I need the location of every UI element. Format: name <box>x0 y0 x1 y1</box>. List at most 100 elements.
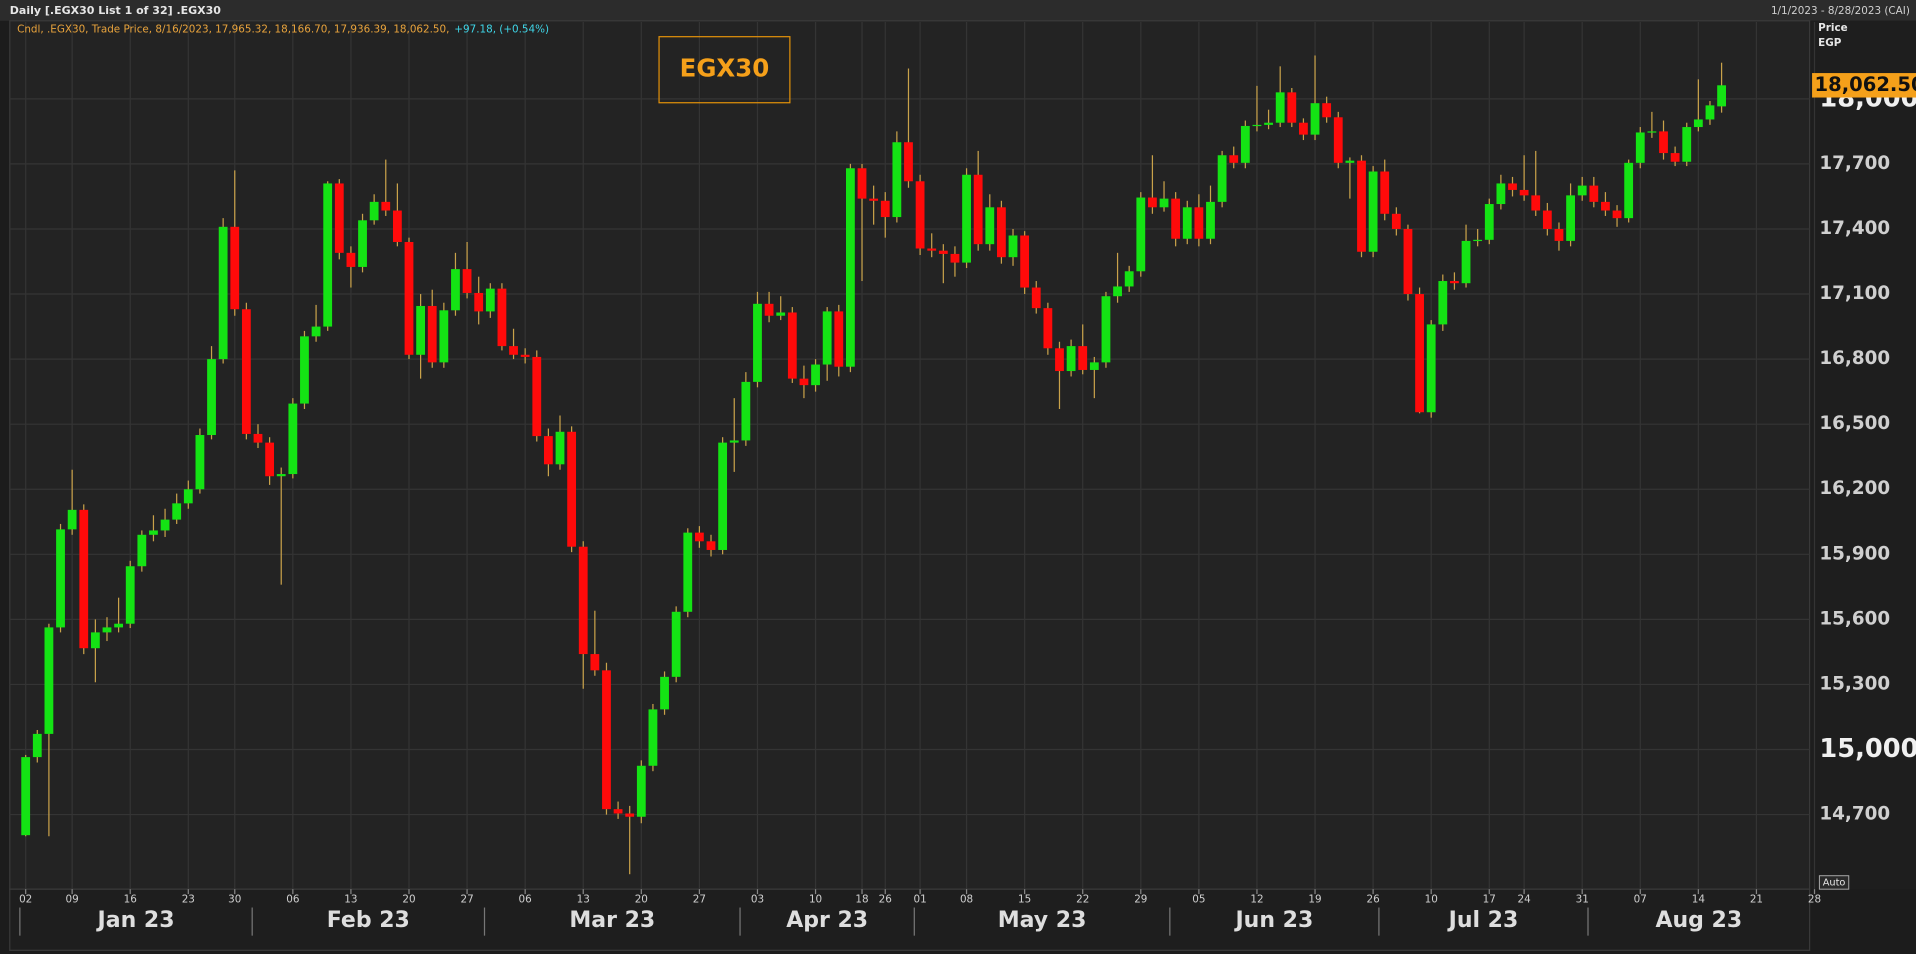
candle-body <box>1333 117 1343 163</box>
candle-body <box>938 250 948 254</box>
candle-body <box>323 183 333 327</box>
candle-body <box>1113 286 1122 297</box>
x-tick-label: 18 <box>855 894 868 906</box>
x-tick-label: 17 <box>1483 894 1496 906</box>
candle-body <box>1287 92 1297 123</box>
candle-body <box>1357 160 1366 252</box>
candle-body <box>1136 197 1146 272</box>
candle-body <box>253 433 263 443</box>
candle-body <box>1635 132 1645 163</box>
candle-body <box>1542 210 1552 229</box>
candle-body <box>1612 210 1622 219</box>
candle-body <box>997 207 1006 258</box>
x-tick-label: 10 <box>809 894 822 906</box>
candle-body <box>845 168 855 367</box>
candle-body <box>1275 92 1285 123</box>
candle-body <box>1717 85 1726 107</box>
candle-body <box>962 174 971 263</box>
candle-body <box>1031 287 1041 309</box>
candle-body <box>1345 160 1355 163</box>
candle-body <box>822 311 832 365</box>
x-tick-label: 20 <box>635 894 648 906</box>
legend: Cndl, .EGX30, Trade Price, 8/16/2023, 17… <box>17 23 549 35</box>
candle-body <box>1659 131 1668 154</box>
title-box <box>658 36 791 104</box>
candle-body <box>706 541 716 550</box>
candle-body <box>172 503 182 520</box>
candle-body <box>683 532 693 612</box>
candle-body <box>1171 198 1181 239</box>
price-axis-panel <box>1810 20 1916 890</box>
candle-body <box>1159 198 1169 208</box>
candle-body <box>1624 162 1634 219</box>
candle-body <box>56 529 65 628</box>
candle-body <box>265 442 275 477</box>
month-label: May 23 <box>998 908 1087 933</box>
candle-body <box>485 288 495 312</box>
candle-body <box>183 489 193 504</box>
legend-text: Cndl, .EGX30, Trade Price, 8/16/2023, 17… <box>17 23 449 35</box>
x-tick-label: 22 <box>1076 894 1089 906</box>
candle-body <box>1310 103 1320 135</box>
x-tick-label: 07 <box>1634 894 1647 906</box>
header-bar <box>0 0 1916 21</box>
y-tick-label: 17,100 <box>1819 283 1890 304</box>
candle-body <box>79 509 89 649</box>
y-tick-label: 16,200 <box>1819 478 1890 499</box>
auto-button-label[interactable]: Auto <box>1823 877 1846 888</box>
candle-body <box>451 269 460 311</box>
x-tick-label: 28 <box>1808 894 1821 906</box>
candle-body <box>1426 324 1436 413</box>
candle-body <box>509 346 518 355</box>
candle-body <box>241 309 251 434</box>
candle-body <box>787 312 797 379</box>
candle-body <box>1473 239 1483 242</box>
candle-body <box>648 709 658 766</box>
y-tick-label: 15,600 <box>1819 608 1890 629</box>
candle-body <box>334 183 344 253</box>
month-label: Jul 23 <box>1447 908 1519 933</box>
legend-change: +97.18, (+0.54%) <box>454 23 549 35</box>
currency-label: EGP <box>1818 37 1842 49</box>
candle-body <box>857 168 867 199</box>
candle-body <box>764 303 774 316</box>
candle-body <box>497 288 507 347</box>
candle-body <box>532 356 542 437</box>
candle-body <box>1693 119 1703 128</box>
x-tick-label: 29 <box>1134 894 1147 906</box>
candle-body <box>567 431 577 547</box>
candle-body <box>1391 213 1401 229</box>
x-tick-label: 30 <box>228 894 241 906</box>
candle-body <box>880 200 890 218</box>
candle-body <box>985 207 995 245</box>
y-tick-label: 15,900 <box>1819 543 1890 564</box>
candle-body <box>753 303 762 382</box>
candle-body <box>1705 105 1715 120</box>
candle-body <box>462 269 472 293</box>
x-tick-label: 27 <box>460 894 473 906</box>
candle-body <box>625 813 635 817</box>
x-tick-label: 05 <box>1192 894 1205 906</box>
auto-button[interactable] <box>1818 875 1850 890</box>
x-tick-label: 06 <box>286 894 299 906</box>
x-tick-label: 26 <box>1367 894 1380 906</box>
candle-body <box>90 632 100 649</box>
candle-body <box>602 670 611 810</box>
candle-body <box>1194 207 1204 239</box>
candle-body <box>834 311 844 367</box>
candle-body <box>1299 122 1308 135</box>
candle-body <box>1415 294 1424 413</box>
x-tick-label: 23 <box>182 894 195 906</box>
y-tick-label: 17,400 <box>1819 218 1890 239</box>
candle-body <box>950 253 960 263</box>
candle-body <box>578 546 588 655</box>
candle-body <box>1264 122 1273 125</box>
month-label: Jun 23 <box>1233 908 1313 933</box>
x-tick-label: 02 <box>19 894 32 906</box>
x-tick-label: 27 <box>693 894 706 906</box>
candle-body <box>1531 195 1541 211</box>
candle-body <box>1380 171 1390 214</box>
month-label: Jan 23 <box>96 908 175 933</box>
